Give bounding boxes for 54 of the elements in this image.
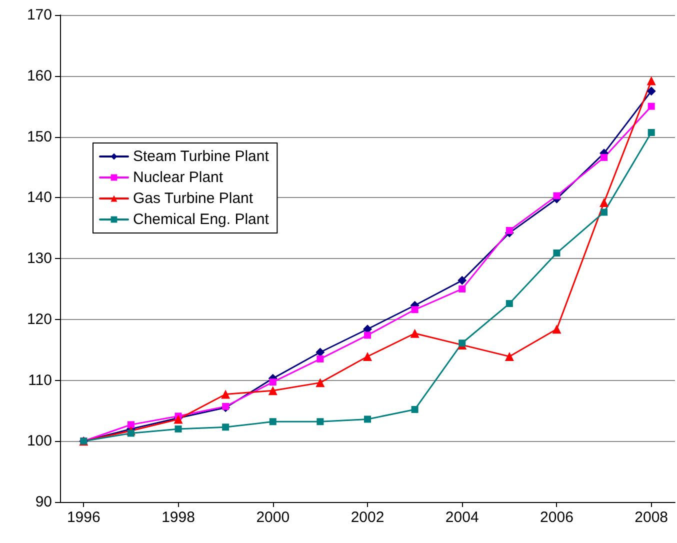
x-tick-label: 2004 [445, 509, 479, 526]
x-tick-label: 2002 [350, 509, 384, 526]
x-tick-label: 1996 [66, 509, 100, 526]
point [553, 250, 560, 257]
point [600, 198, 609, 207]
point [411, 406, 418, 413]
point [504, 352, 514, 362]
point [221, 390, 230, 399]
y-tick-label: 160 [26, 67, 52, 84]
point [410, 328, 420, 338]
point [363, 352, 372, 362]
y-tick-label: 150 [26, 128, 52, 146]
point [268, 386, 278, 396]
x-tick-label: 2008 [634, 509, 668, 526]
point [222, 424, 230, 431]
x-tick-label: 2000 [256, 509, 290, 526]
point [553, 192, 560, 200]
point [458, 340, 466, 347]
point [316, 418, 324, 426]
point [127, 430, 134, 437]
point [646, 86, 656, 96]
point [458, 276, 467, 285]
point [174, 425, 182, 432]
y-tick-label: 100 [26, 432, 52, 450]
y-tick-label: 110 [28, 372, 52, 389]
point [458, 285, 466, 292]
point [222, 402, 230, 410]
y-tick-label: 130 [26, 250, 52, 267]
point [269, 378, 276, 386]
point [411, 306, 418, 314]
point [127, 421, 134, 428]
y-tick-label: 140 [26, 189, 52, 206]
point [648, 128, 655, 136]
point [506, 300, 513, 308]
point [316, 355, 324, 362]
point [506, 226, 513, 234]
x-tick-label: 1998 [162, 509, 195, 526]
point [269, 418, 276, 426]
point [364, 416, 371, 423]
x-tick-label: 2006 [540, 509, 574, 526]
point [364, 332, 371, 339]
y-tick-label: 90 [35, 494, 52, 510]
point [316, 378, 325, 388]
y-tick-label: 120 [26, 310, 52, 328]
point [600, 208, 608, 216]
legend-label: Chemical Eng. Plant [133, 211, 270, 228]
point [646, 76, 656, 86]
point [600, 154, 608, 161]
legend-label: Steam Turbine Plant [133, 148, 270, 165]
legend-label: Nuclear Plant [133, 169, 224, 186]
point [552, 324, 562, 334]
point [648, 102, 655, 110]
legend-label: Gas Turbine Plant [133, 190, 254, 207]
y-tick-label: 170 [26, 6, 52, 24]
